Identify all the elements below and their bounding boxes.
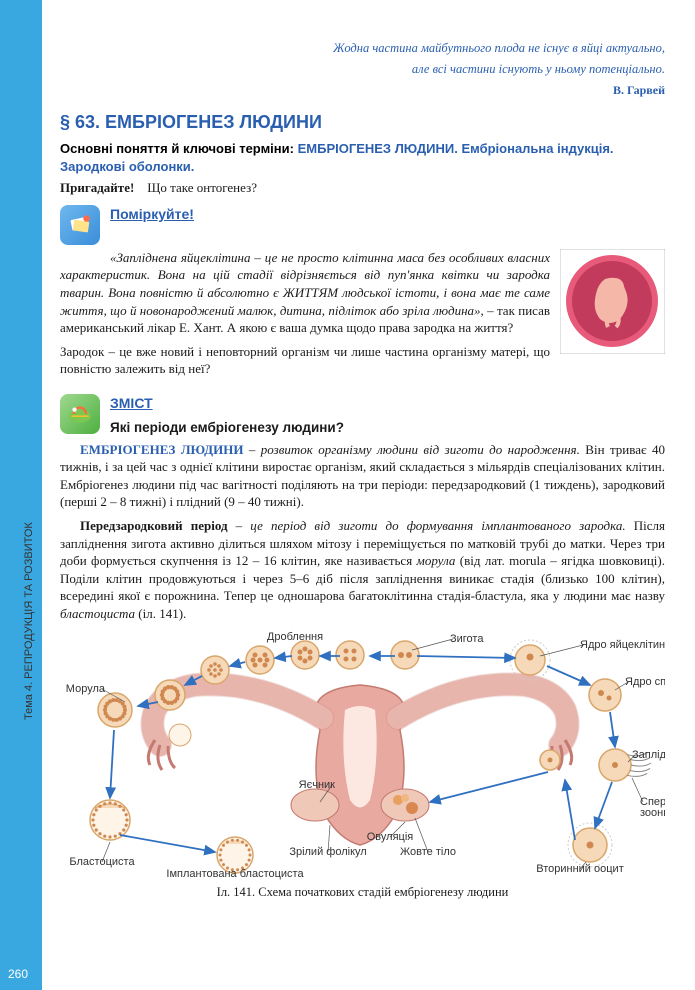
svg-text:Яєчник: Яєчник [299, 779, 336, 791]
recall-line: Пригадайте! Що таке онтогенез? [60, 179, 665, 197]
key-terms-label: Основні поняття й ключові терміни: [60, 141, 294, 156]
p2-blast: бластоциста [60, 606, 135, 621]
page-content: Жодна частина майбутнього плода не існує… [60, 0, 665, 901]
section-title: § 63. ЕМБРІОГЕНЕЗ ЛЮДИНИ [60, 110, 665, 134]
svg-text:Овуляція: Овуляція [367, 831, 414, 843]
p1-lead: ЕМБРІОГЕНЕЗ ЛЮДИНИ [80, 442, 243, 457]
svg-text:Бластоциста: Бластоциста [69, 856, 135, 868]
zmist-icon [60, 394, 100, 434]
svg-text:Імплантована бластоциста: Імплантована бластоциста [166, 868, 304, 880]
p2-ital: – це період від зиготи до формування імп… [228, 518, 626, 533]
embryogenesis-diagram: Дроблення Морула Бластоциста Імплантована б… [60, 630, 665, 880]
epigraph-author: В. Гарвей [60, 82, 665, 98]
page-number: 260 [8, 966, 28, 982]
figure-caption: Іл. 141. Схема початкових стадій ембріог… [60, 884, 665, 901]
think-icon [60, 205, 100, 245]
left-sidebar-bar [0, 0, 42, 990]
svg-text:Ядро яйцеклітини: Ядро яйцеклітини [580, 639, 665, 651]
embryo-image [560, 249, 665, 354]
svg-text:зоони: зоони [640, 807, 665, 819]
p1-ital: – розвиток організму людини від зиготи д… [243, 442, 579, 457]
svg-text:Вторинний ооцит: Вторинний ооцит [536, 863, 623, 875]
p2-morula: морула [417, 553, 456, 568]
zmist-heading: ЗМІСТ [110, 394, 344, 413]
p2-lead: Передзародковий період [80, 518, 228, 533]
p2-end: (іл. 141). [135, 606, 186, 621]
svg-text:Ядро сперматозоона: Ядро сперматозоона [625, 676, 665, 688]
svg-text:Запліднення: Запліднення [632, 749, 665, 761]
svg-text:Жовте тіло: Жовте тіло [400, 846, 456, 858]
paragraph-2: Передзародковий період – це період від з… [60, 517, 665, 622]
svg-text:Зигота: Зигота [450, 633, 484, 645]
sidebar-theme-label: Тема 4. РЕПРОДУКЦІЯ ТА РОЗВИТОК [22, 522, 37, 720]
svg-text:Дроблення: Дроблення [267, 631, 323, 643]
epigraph-line-1: Жодна частина майбутнього плода не існує… [60, 40, 665, 57]
recall-text: Що таке онтогенез? [147, 180, 257, 195]
think-block: Поміркуйте! «Запліднена яйцеклітина – це… [60, 205, 665, 384]
think-quote: «Запліднена яйцеклітина – це не просто к… [60, 250, 550, 318]
svg-text:Зрілий фолікул: Зрілий фолікул [289, 846, 366, 858]
paragraph-1: ЕМБРІОГЕНЕЗ ЛЮДИНИ – розвиток організму … [60, 441, 665, 511]
recall-label: Пригадайте! [60, 180, 134, 195]
think-heading: Поміркуйте! [110, 205, 194, 224]
epigraph-line-2: але всі частини існують у ньому потенціа… [60, 61, 665, 78]
zmist-row: ЗМІСТ Які періоди ембріогенезу людини? [60, 394, 665, 437]
zmist-question: Які періоди ембріогенезу людини? [110, 419, 344, 437]
key-terms: Основні поняття й ключові терміни: ЕМБРІ… [60, 140, 665, 175]
svg-text:Морула: Морула [66, 683, 106, 695]
